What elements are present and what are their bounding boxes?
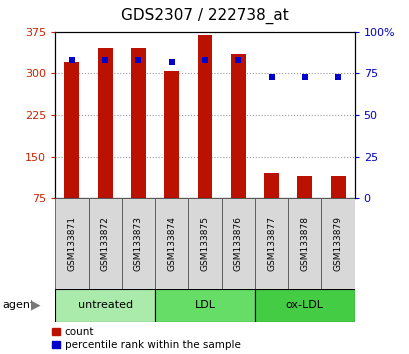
Bar <box>330 176 345 198</box>
Bar <box>197 35 212 198</box>
Text: agent: agent <box>2 300 34 310</box>
Bar <box>321 198 354 289</box>
Bar <box>288 198 321 289</box>
Bar <box>263 173 278 198</box>
Bar <box>188 198 221 289</box>
Legend: count, percentile rank within the sample: count, percentile rank within the sample <box>52 327 240 350</box>
Text: GSM133871: GSM133871 <box>67 216 76 271</box>
Text: GSM133877: GSM133877 <box>266 216 275 271</box>
Bar <box>55 289 155 322</box>
Bar <box>297 176 312 198</box>
Text: GSM133874: GSM133874 <box>167 216 176 271</box>
Bar <box>254 198 288 289</box>
Text: ▶: ▶ <box>31 299 40 312</box>
Bar <box>88 198 121 289</box>
Bar <box>221 198 254 289</box>
Bar <box>155 289 254 322</box>
Bar <box>254 289 354 322</box>
Text: untreated: untreated <box>77 300 133 310</box>
Bar <box>131 48 146 198</box>
Bar <box>164 71 179 198</box>
Text: GSM133879: GSM133879 <box>333 216 342 271</box>
Text: GSM133873: GSM133873 <box>134 216 143 271</box>
Text: GSM133872: GSM133872 <box>101 216 110 271</box>
Text: ox-LDL: ox-LDL <box>285 300 323 310</box>
Bar <box>230 54 245 198</box>
Text: GSM133876: GSM133876 <box>233 216 242 271</box>
Text: GDS2307 / 222738_at: GDS2307 / 222738_at <box>121 8 288 24</box>
Text: GSM133875: GSM133875 <box>200 216 209 271</box>
Bar <box>155 198 188 289</box>
Bar <box>121 198 155 289</box>
Text: GSM133878: GSM133878 <box>299 216 308 271</box>
Bar <box>64 62 79 198</box>
Bar <box>97 48 112 198</box>
Bar <box>55 198 88 289</box>
Text: LDL: LDL <box>194 300 215 310</box>
